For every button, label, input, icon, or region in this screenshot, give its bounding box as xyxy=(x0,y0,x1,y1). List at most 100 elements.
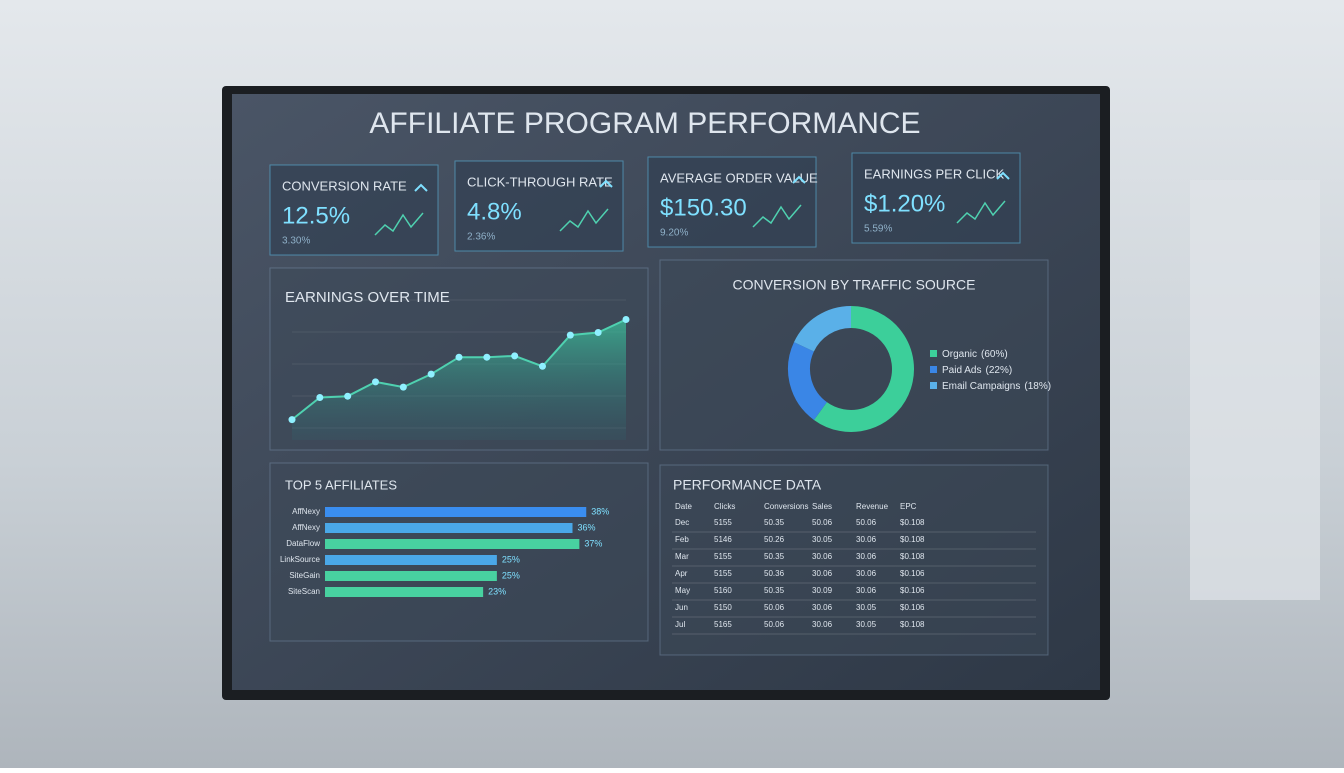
data-label: 25% xyxy=(502,570,520,580)
point xyxy=(399,383,407,391)
point xyxy=(316,394,324,401)
data-label: 36% xyxy=(578,522,596,532)
bar xyxy=(325,587,484,597)
cell: 5150 xyxy=(714,603,732,612)
point xyxy=(483,353,491,361)
cell: 50.26 xyxy=(764,535,785,544)
cell: 30.06 xyxy=(856,586,877,595)
y-tick-label: AffNexy xyxy=(292,507,320,516)
cell: $0.108 xyxy=(900,552,925,561)
data-label: 38% xyxy=(591,506,609,516)
point xyxy=(539,362,546,370)
cell: 30.09 xyxy=(812,586,833,595)
legend-value: (22%) xyxy=(985,365,1012,376)
cell: 5160 xyxy=(714,586,732,595)
cell: 5155 xyxy=(714,518,732,527)
cell: 5155 xyxy=(714,569,732,578)
column-header: Clicks xyxy=(714,502,735,511)
cell: 50.35 xyxy=(764,552,785,561)
kpi-card xyxy=(269,164,439,256)
kpi-card xyxy=(647,156,817,248)
data-label: 25% xyxy=(502,554,520,564)
sparkline xyxy=(559,208,609,232)
cell: Jul xyxy=(675,620,685,629)
legend-name: Organic xyxy=(942,349,977,360)
cell: $0.106 xyxy=(900,569,925,578)
kpi-card xyxy=(851,152,1021,244)
cell: Mar xyxy=(675,552,689,561)
column-header: Sales xyxy=(812,502,832,511)
column-header: EPC xyxy=(900,502,917,511)
kpi-label: EARNINGS PER CLICK xyxy=(864,166,1004,181)
cell: 5146 xyxy=(714,535,732,544)
y-tick-label: LinkSource xyxy=(280,555,321,564)
cell: May xyxy=(675,586,690,595)
kpi-label: CONVERSION RATE xyxy=(282,178,407,193)
bar xyxy=(325,571,497,581)
y-tick-label: DataFlow xyxy=(286,539,320,548)
trend-arrow xyxy=(414,183,428,192)
bar xyxy=(325,555,497,565)
kpi-label: CLICK-THROUGH RATE xyxy=(467,174,613,189)
legend-swatch xyxy=(930,366,937,373)
cell: 30.06 xyxy=(812,603,833,612)
legend-label: Paid Ads (22%) xyxy=(942,365,1012,376)
legend-swatch xyxy=(930,350,937,357)
cell: 50.06 xyxy=(764,603,785,612)
y-tick-label: SiteGain xyxy=(289,571,320,580)
point xyxy=(427,370,435,378)
point xyxy=(566,331,574,339)
cell: Apr xyxy=(675,569,688,578)
cell: Feb xyxy=(675,535,689,544)
trend-arrow xyxy=(792,175,806,184)
chart-title: TOP 5 AFFILIATES xyxy=(285,477,397,492)
table-title: PERFORMANCE DATA xyxy=(673,477,822,493)
donut-segment xyxy=(793,306,852,353)
cell: 50.06 xyxy=(856,518,877,527)
sparkline xyxy=(956,200,1006,224)
sparkline xyxy=(752,204,802,228)
kpi-sub: 5.59% xyxy=(864,224,892,235)
point xyxy=(372,378,379,386)
data-label: 37% xyxy=(584,538,602,548)
bar xyxy=(325,539,580,549)
kpi-value: 4.8% xyxy=(467,198,522,225)
kpi-card xyxy=(454,160,624,252)
cell: $0.108 xyxy=(900,518,925,527)
chart-title: CONVERSION BY TRAFFIC SOURCE xyxy=(733,277,976,293)
cell: 50.35 xyxy=(764,586,785,595)
point xyxy=(288,416,296,424)
cell: 50.06 xyxy=(812,518,833,527)
y-tick-label: SiteScan xyxy=(288,587,320,596)
cell: $0.106 xyxy=(900,603,925,612)
cell: 30.06 xyxy=(812,620,833,629)
window xyxy=(1190,180,1320,600)
cell: 30.05 xyxy=(812,535,833,544)
affiliates-panel xyxy=(269,462,649,642)
donut-segment xyxy=(788,342,828,420)
cell: Jun xyxy=(675,603,688,612)
legend-value: (18%) xyxy=(1024,381,1051,392)
cell: $0.108 xyxy=(900,535,925,544)
legend-name: Paid Ads xyxy=(942,365,981,376)
cell: $0.108 xyxy=(900,620,925,629)
donut-segment xyxy=(813,306,914,432)
legend-name: Email Campaigns xyxy=(942,381,1020,392)
table-panel xyxy=(659,464,1049,656)
point xyxy=(344,392,352,400)
cell: 30.06 xyxy=(812,569,833,578)
legend-label: Organic (60%) xyxy=(942,349,1008,360)
kpi-sub: 3.30% xyxy=(282,236,310,247)
bar xyxy=(325,507,587,517)
trend-arrow xyxy=(599,179,613,188)
kpi-value: 12.5% xyxy=(282,202,350,229)
trend-arrow xyxy=(996,171,1010,180)
cell: 30.06 xyxy=(856,569,877,578)
bar xyxy=(325,523,573,533)
cell: 30.05 xyxy=(856,603,877,612)
cell: 50.06 xyxy=(764,620,785,629)
chart-title: EARNINGS OVER TIME xyxy=(285,289,450,306)
area xyxy=(292,319,626,440)
kpi-sub: 9.20% xyxy=(660,228,688,239)
cell: 50.35 xyxy=(764,518,785,527)
